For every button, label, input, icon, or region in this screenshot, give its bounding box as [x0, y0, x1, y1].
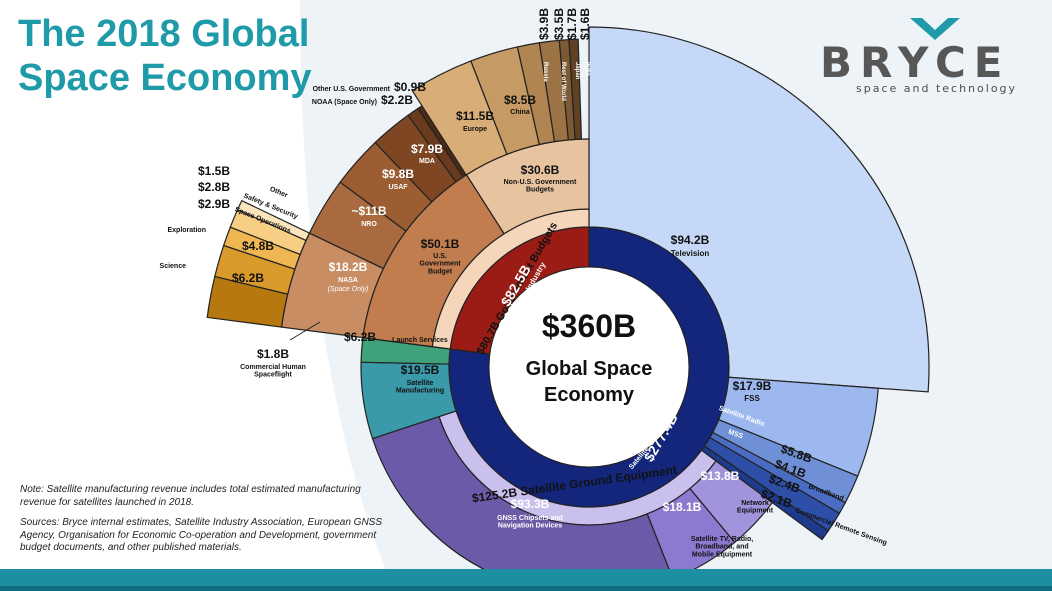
sat-tv-eq-label-0: Satellite TV, Radio,: [691, 536, 753, 543]
other-nasa-label: Other: [269, 186, 289, 200]
nasa-label: NASA: [338, 277, 358, 284]
noaa-label: NOAA (Space Only): [312, 99, 377, 106]
other-nasa-segment: [236, 199, 311, 242]
center-label-1: Global Space: [526, 358, 653, 380]
china-value: $8.5B: [504, 93, 536, 107]
exploration-value: $4.8B: [242, 239, 274, 253]
launch-value: $6.2B: [344, 330, 376, 344]
other-us-gov-label: Other U.S. Government: [313, 86, 391, 93]
usaf-value: $9.8B: [382, 167, 414, 181]
russia-value: $3.9B: [537, 8, 551, 40]
us-gov-label-1: Government: [419, 261, 461, 268]
mda-label: MDA: [419, 158, 435, 165]
page-title: The 2018 Global Space Economy: [18, 12, 312, 100]
row-value: $3.5B: [552, 8, 566, 40]
network-eq-label-1: Equipment: [737, 508, 774, 515]
india-value: $1.6B: [578, 8, 592, 40]
non-us-gov-label-1: Budgets: [526, 187, 554, 194]
other-nasa-value: $1.5B: [198, 164, 230, 178]
gnss-value: $93.3B: [511, 497, 550, 511]
mda-value: $7.9B: [411, 142, 443, 156]
safety-value: $2.8B: [198, 180, 230, 194]
launch-label: Launch Services: [392, 337, 448, 344]
usaf-label: USAF: [388, 184, 408, 191]
network-eq-value: $13.8B: [701, 469, 740, 483]
fss-label: FSS: [744, 394, 760, 403]
fss-value: $17.9B: [733, 379, 772, 393]
footnote: Note: Satellite manufacturing revenue in…: [20, 484, 390, 563]
mss-label: MSS: [727, 429, 744, 441]
us-gov-value: $50.1B: [421, 237, 460, 251]
us-gov-label-2: Budget: [428, 268, 453, 275]
india-segment: [568, 38, 583, 141]
television-value: $94.2B: [671, 233, 710, 247]
us-gov-label-0: U.S.: [433, 253, 447, 260]
nasa-value: $18.2B: [329, 260, 368, 274]
gnss-label-1: Navigation Devices: [498, 523, 562, 530]
science-value: $6.2B: [232, 271, 264, 285]
europe-value: $11.5B: [456, 109, 494, 123]
exploration-label: Exploration: [167, 227, 206, 234]
gnss-label-0: GNSS Chipsets and: [497, 515, 563, 522]
csf-leader-line: [289, 321, 321, 341]
center-circle: [488, 266, 690, 468]
logo-word: BRYCE: [820, 38, 1011, 87]
title-line-1: The 2018 Global: [18, 13, 310, 55]
bryce-logo: BRYCE space and technology: [820, 16, 1040, 96]
noaa-value: $2.2B: [381, 93, 413, 107]
nro-value: ~$11B: [351, 204, 386, 218]
manufacturing-label-0: Satellite: [407, 380, 434, 387]
television-label: Television: [671, 249, 710, 258]
india-label: India: [584, 62, 590, 77]
science-label: Science: [160, 263, 187, 270]
manufacturing-value: $19.5B: [401, 363, 440, 377]
television-segment: [588, 26, 930, 393]
csf-label-1: Spaceflight: [254, 372, 292, 379]
nro-label: NRO: [361, 221, 377, 228]
sat-tv-eq-label-2: Mobile Equipment: [692, 551, 753, 558]
center-label-2: Economy: [544, 384, 635, 406]
russia-label: Russia: [542, 62, 548, 82]
non-us-gov-value: $30.6B: [521, 163, 560, 177]
row-label: Rest of World: [560, 62, 566, 101]
china-label: China: [510, 109, 530, 116]
csf-label-0: Commercial Human: [240, 364, 306, 371]
nasa-sub: (Space Only): [328, 286, 369, 293]
logo-chevron-icon: [910, 18, 960, 40]
gnss-segment: [371, 415, 674, 591]
manufacturing-label-1: Manufacturing: [396, 388, 444, 395]
sat-tv-eq-label-1: Broadband, and: [695, 544, 748, 551]
csf-value: $1.8B: [257, 347, 289, 361]
japan-value: $1.7B: [565, 8, 579, 40]
title-line-2: Space Economy: [18, 57, 312, 99]
center-value: $360B: [542, 308, 636, 344]
europe-label: Europe: [463, 126, 487, 133]
space-ops-value: $2.9B: [198, 197, 230, 211]
note-text: Note: Satellite manufacturing revenue in…: [20, 484, 361, 508]
logo-tagline: space and technology: [856, 82, 1018, 95]
sources-text: Sources: Bryce internal estimates, Satel…: [20, 517, 383, 553]
japan-label: Japan: [574, 62, 580, 80]
bottom-bar: [0, 569, 1052, 591]
sat-tv-eq-value: $18.1B: [663, 500, 702, 514]
non-us-gov-label-0: Non-U.S. Government: [504, 179, 577, 186]
other-us-gov-value: $0.9B: [394, 80, 426, 94]
network-eq-label-0: Network: [741, 500, 769, 507]
bottom-line: [0, 586, 1052, 591]
